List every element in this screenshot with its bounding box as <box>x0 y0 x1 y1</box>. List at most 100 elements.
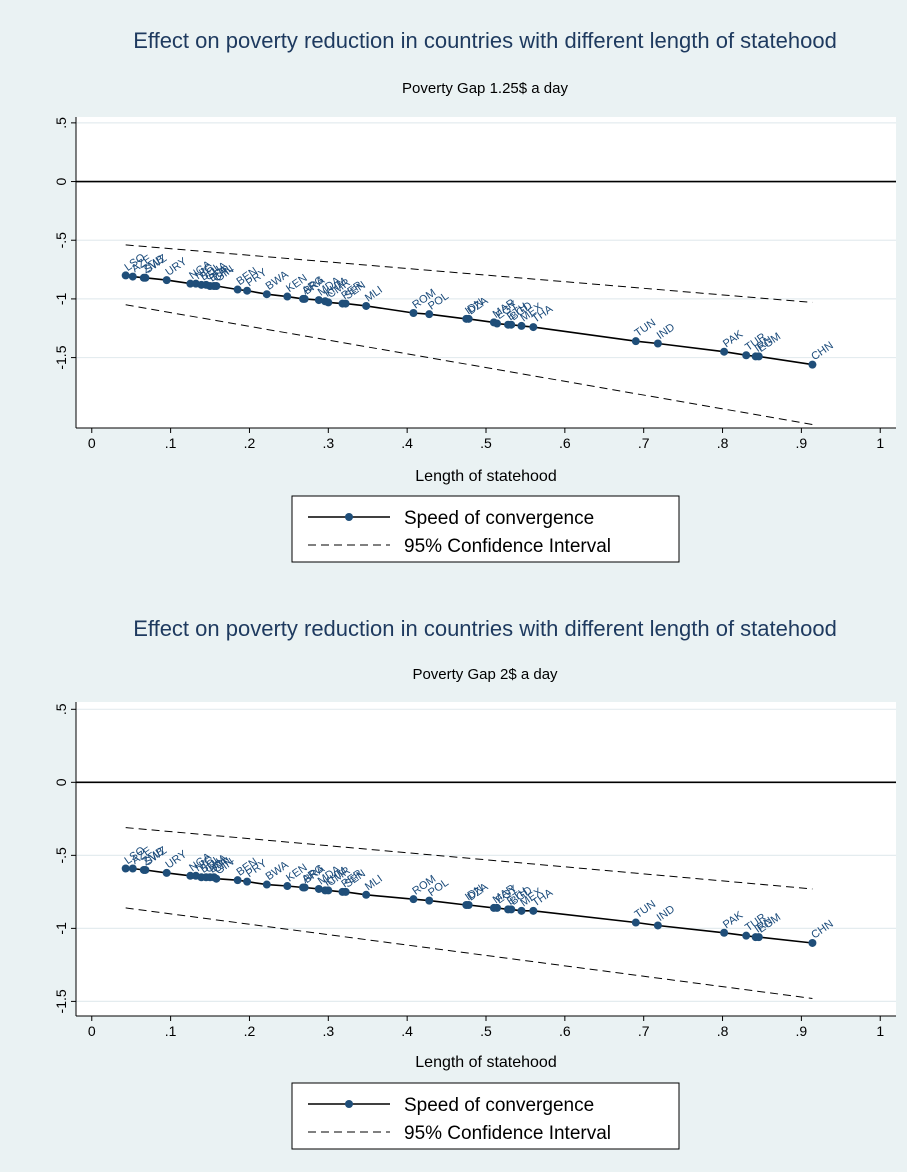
data-point <box>631 337 640 346</box>
data-point <box>754 933 763 942</box>
y-tick-label: -1 <box>53 922 69 935</box>
ci-upper-line <box>125 244 813 303</box>
data-point <box>324 298 333 307</box>
data-point <box>121 864 130 873</box>
x-tick-label: .4 <box>401 435 413 451</box>
data-point <box>300 294 309 303</box>
data-point <box>162 868 171 877</box>
chart-title: Effect on poverty reduction in countries… <box>133 28 837 53</box>
data-point <box>300 883 309 892</box>
data-point <box>141 273 150 282</box>
y-tick-label: .5 <box>53 703 69 715</box>
data-point <box>314 296 323 305</box>
data-point <box>283 292 292 301</box>
data-point <box>653 921 662 930</box>
data-point <box>186 871 195 880</box>
legend-label-ci: 95% Confidence Interval <box>404 536 611 557</box>
x-tick-label: 0 <box>88 435 96 451</box>
data-point <box>754 352 763 361</box>
data-point <box>720 347 729 356</box>
plot-area <box>76 117 896 428</box>
y-tick-label: 0 <box>53 177 69 185</box>
data-point <box>233 876 242 885</box>
x-tick-label: .4 <box>401 1023 413 1039</box>
chart-panel-1: Effect on poverty reduction in countries… <box>53 28 896 563</box>
x-tick-label: 1 <box>876 435 884 451</box>
x-tick-label: .6 <box>559 435 571 451</box>
y-tick-label: -1.5 <box>53 989 69 1013</box>
data-point <box>808 360 817 369</box>
data-point <box>162 276 171 285</box>
data-point <box>128 272 137 281</box>
data-point <box>341 887 350 896</box>
legend-label-convergence: Speed of convergence <box>404 1095 594 1116</box>
ci-lower-line <box>125 907 813 999</box>
data-point <box>517 906 526 915</box>
y-tick-label: -.5 <box>53 232 69 249</box>
data-point <box>212 281 221 290</box>
data-point <box>233 285 242 294</box>
x-tick-label: .7 <box>638 435 650 451</box>
legend-label-convergence: Speed of convergence <box>404 508 594 529</box>
x-tick-label: .1 <box>165 1023 177 1039</box>
data-point <box>529 323 538 332</box>
chart-subtitle: Poverty Gap 1.25$ a day <box>402 80 568 97</box>
legend-label-ci: 95% Confidence Interval <box>404 1123 611 1144</box>
y-tick-label: 0 <box>53 778 69 786</box>
data-point <box>362 301 371 310</box>
x-tick-label: .9 <box>796 435 808 451</box>
data-point <box>128 864 137 873</box>
data-point <box>212 874 221 883</box>
chart-subtitle: Poverty Gap 2$ a day <box>412 666 558 683</box>
data-point <box>808 938 817 947</box>
y-tick-label: -1.5 <box>53 345 69 369</box>
data-point <box>409 895 418 904</box>
x-tick-label: .8 <box>717 435 729 451</box>
data-point <box>262 880 271 889</box>
data-point <box>517 321 526 330</box>
y-tick-label: .5 <box>53 117 69 129</box>
x-tick-label: .5 <box>480 1023 492 1039</box>
data-point <box>121 271 130 280</box>
chart-panel-2: Effect on poverty reduction in countries… <box>0 593 907 1172</box>
data-point <box>341 299 350 308</box>
data-point <box>283 882 292 891</box>
data-point <box>243 286 252 295</box>
data-point <box>493 903 502 912</box>
data-point <box>507 320 516 329</box>
x-tick-label: 0 <box>88 1023 96 1039</box>
chart-title: Effect on poverty reduction in countries… <box>133 616 837 641</box>
data-point <box>720 928 729 937</box>
legend-box <box>291 495 680 563</box>
x-tick-label: .2 <box>244 435 256 451</box>
y-tick-label: -.5 <box>53 847 69 864</box>
legend: Speed of convergence 95% Confidence Inter… <box>291 495 680 563</box>
x-axis-label: Length of statehood <box>415 1054 556 1071</box>
legend-marker <box>345 513 353 521</box>
data-point <box>362 890 371 899</box>
data-point <box>314 884 323 893</box>
legend: Speed of convergence 95% Confidence Inter… <box>291 1082 680 1150</box>
data-point <box>425 896 434 905</box>
data-point <box>464 901 473 910</box>
data-point <box>262 290 271 299</box>
data-point <box>324 886 333 895</box>
x-tick-label: 1 <box>876 1023 884 1039</box>
x-tick-label: .7 <box>638 1023 650 1039</box>
data-point <box>631 918 640 927</box>
x-tick-label: .1 <box>165 435 177 451</box>
x-tick-label: .3 <box>322 435 334 451</box>
legend-marker <box>345 1100 353 1108</box>
data-point <box>507 905 516 914</box>
data-point <box>464 314 473 323</box>
data-point <box>409 308 418 317</box>
data-point <box>141 865 150 874</box>
data-point <box>529 906 538 915</box>
data-point <box>493 319 502 328</box>
x-tick-label: .2 <box>244 1023 256 1039</box>
y-tick-label: -1 <box>53 292 69 305</box>
x-tick-label: .8 <box>717 1023 729 1039</box>
data-point <box>653 339 662 348</box>
legend-box <box>291 1082 680 1150</box>
